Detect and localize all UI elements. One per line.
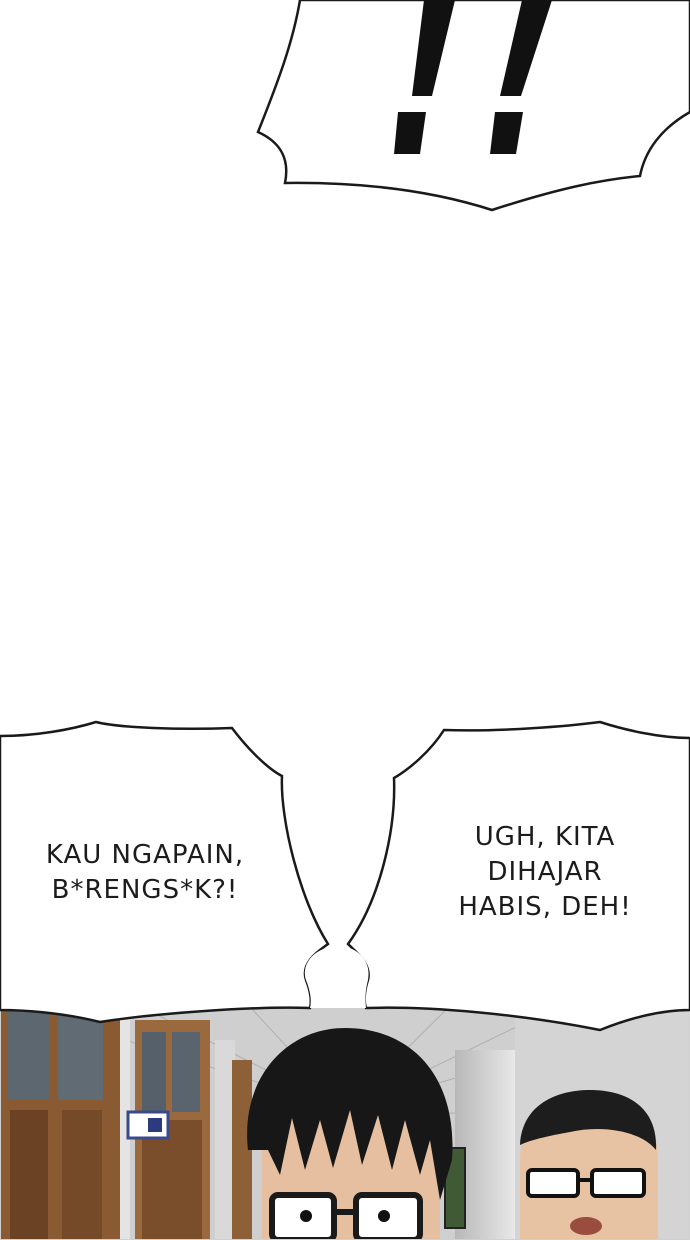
classroom-doors — [0, 1000, 252, 1240]
notice-board — [444, 1147, 466, 1229]
speech-line: KAU NGAPAIN, — [45, 840, 245, 870]
hallway-panel — [0, 996, 690, 1240]
speech-text-right: UGH, KITA DIHAJAR HABIS, DEH! — [400, 820, 690, 925]
speech-bubble-shape — [0, 720, 690, 1032]
man-with-glasses — [520, 1090, 658, 1240]
speech-text-left: KAU NGAPAIN, B*RENGS*K?! — [0, 838, 290, 908]
boy-with-glasses — [247, 1028, 453, 1240]
speech-line: B*RENGS*K?! — [51, 875, 239, 905]
speech-line: UGH, KITA — [474, 822, 616, 852]
exclamation-icon — [394, 0, 552, 154]
speech-line: DIHAJAR — [487, 857, 603, 887]
room-sign — [126, 1110, 170, 1140]
shout-bubble — [256, 0, 690, 212]
speech-line: HABIS, DEH! — [458, 892, 632, 922]
